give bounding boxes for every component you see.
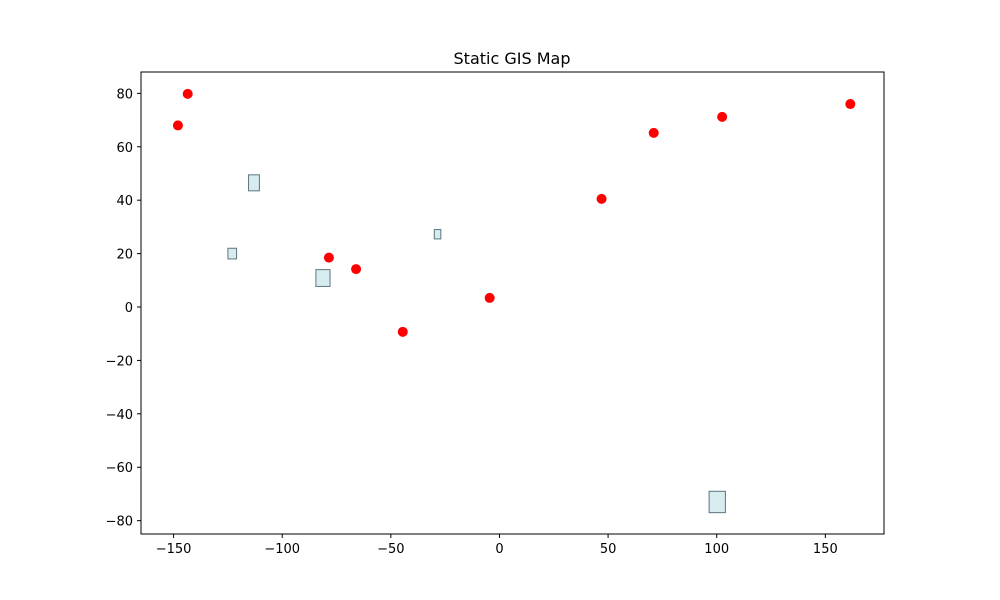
point-7 xyxy=(596,193,607,204)
polygon-4 xyxy=(433,229,442,240)
point-2 xyxy=(182,88,193,99)
y-axis: −80 −60 −40 −20 0 20 40 60 80 xyxy=(106,87,141,530)
point-10 xyxy=(845,99,856,110)
x-tick-label: 100 xyxy=(704,542,729,557)
polygon-5 xyxy=(708,490,726,514)
point-6 xyxy=(484,292,495,303)
y-tick-label: −20 xyxy=(106,354,133,369)
point-5 xyxy=(397,326,408,337)
y-tick-label: 40 xyxy=(116,194,133,209)
point-layer xyxy=(172,88,856,337)
polygon-layer xyxy=(227,174,726,514)
point-4 xyxy=(351,264,362,275)
x-tick-label: −50 xyxy=(377,542,404,557)
polygon-1 xyxy=(248,174,260,192)
y-tick-label: 60 xyxy=(116,141,133,156)
y-tick-label: −60 xyxy=(106,461,133,476)
y-tick-label: −40 xyxy=(106,408,133,423)
polygon-3 xyxy=(315,269,331,287)
x-tick-label: −150 xyxy=(156,542,192,557)
x-tick-label: 150 xyxy=(813,542,838,557)
x-tick-label: −100 xyxy=(264,542,300,557)
point-8 xyxy=(648,127,659,138)
point-9 xyxy=(717,111,728,122)
chart-title: Static GIS Map xyxy=(454,49,571,68)
y-tick-label: 0 xyxy=(125,301,133,316)
y-tick-label: −80 xyxy=(106,515,133,530)
y-tick-label: 20 xyxy=(116,248,133,263)
x-axis: −150 −100 −50 0 50 100 150 xyxy=(156,534,838,557)
point-3 xyxy=(323,252,334,263)
point-1 xyxy=(172,120,183,131)
x-tick-label: 0 xyxy=(495,542,503,557)
x-tick-label: 50 xyxy=(600,542,617,557)
y-tick-label: 80 xyxy=(116,87,133,102)
polygon-2 xyxy=(227,247,238,260)
plot-frame xyxy=(140,71,885,535)
